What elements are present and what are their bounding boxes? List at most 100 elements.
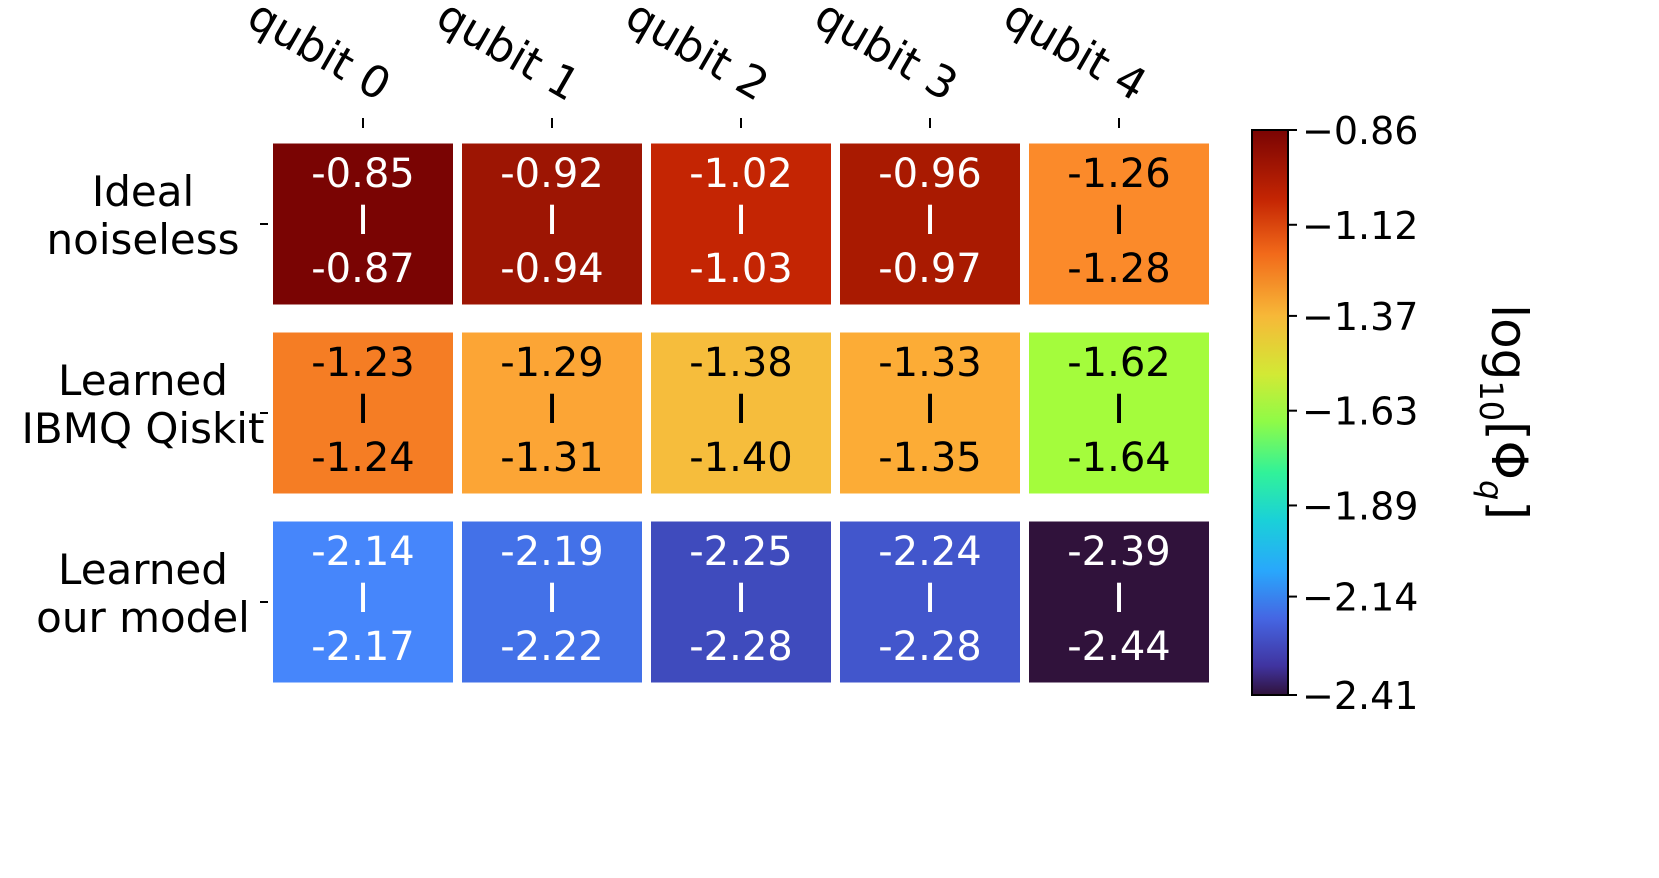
cell-upper-value: -1.26: [1067, 151, 1171, 197]
cell-upper-value: -0.96: [878, 151, 982, 197]
cell-upper-value: -0.92: [500, 151, 604, 197]
cell-separator: I: [546, 576, 558, 622]
cell-separator: I: [735, 576, 747, 622]
heatmap-cell: -1.26I-1.28: [1029, 143, 1209, 305]
cell-separator: I: [924, 198, 936, 244]
cell-separator: I: [1113, 387, 1125, 433]
cell-upper-value: -2.24: [878, 529, 982, 575]
row-label: Learned: [58, 356, 228, 405]
row-label: our model: [36, 593, 250, 642]
heatmap-cell: -2.39I-2.44: [1029, 521, 1209, 683]
cell-rect: [651, 521, 831, 683]
cell-upper-value: -1.23: [311, 340, 415, 386]
label-phi: Φ: [1480, 441, 1538, 480]
label-phi-subscript: q: [1472, 480, 1510, 500]
cell-rect: [840, 521, 1020, 683]
colorbar-tick-label: −1.37: [1302, 295, 1418, 339]
heatmap-cell: -2.25I-2.28: [651, 521, 831, 683]
colorbar: −0.86 −1.12 −1.37 −1.63 −1.89 −2.14 −2.41: [1251, 109, 1418, 718]
heatmap-cell: -1.38I-1.40: [651, 332, 831, 494]
column-label: qubit 2: [617, 0, 777, 112]
cell-lower-value: -2.22: [500, 624, 604, 670]
cell-lower-value: -1.28: [1067, 246, 1171, 292]
cell-lower-value: -1.24: [311, 435, 415, 481]
label-log-subscript: 10: [1472, 380, 1510, 421]
colorbar-tick-label: −2.14: [1302, 576, 1418, 620]
column-labels: qubit 0 qubit 1 qubit 2 qubit 3 qubit 4: [239, 0, 1155, 128]
heatmap-cell: -0.96I-0.97: [840, 143, 1020, 305]
heatmap-cells: -0.85I-0.87-0.92I-0.94-1.02I-1.03-0.96I-…: [273, 143, 1209, 683]
cell-separator: I: [546, 387, 558, 433]
cell-upper-value: -1.02: [689, 151, 793, 197]
cell-upper-value: -2.19: [500, 529, 604, 575]
cell-lower-value: -0.94: [500, 246, 604, 292]
heatmap-cell: -0.85I-0.87: [273, 143, 453, 305]
cell-rect: [840, 332, 1020, 494]
row-label: noiseless: [47, 215, 240, 264]
column-label: qubit 3: [806, 0, 966, 112]
cell-lower-value: -0.87: [311, 246, 415, 292]
row-label: Learned: [58, 545, 228, 594]
heatmap-cell: -1.33I-1.35: [840, 332, 1020, 494]
cell-rect: [1029, 332, 1209, 494]
cell-separator: I: [924, 576, 936, 622]
column-label: qubit 4: [995, 0, 1155, 112]
label-log: log: [1480, 304, 1538, 380]
cell-rect: [273, 143, 453, 305]
cell-lower-value: -2.28: [689, 624, 793, 670]
cell-rect: [462, 521, 642, 683]
cell-lower-value: -0.97: [878, 246, 982, 292]
label-open-bracket: [: [1480, 421, 1538, 441]
cell-upper-value: -1.62: [1067, 340, 1171, 386]
cell-upper-value: -2.25: [689, 529, 793, 575]
cell-rect: [273, 332, 453, 494]
colorbar-label: log10[Φq]: [1472, 304, 1538, 520]
colorbar-tick-label: −1.12: [1302, 204, 1418, 248]
cell-rect: [273, 521, 453, 683]
cell-lower-value: -1.31: [500, 435, 604, 481]
cell-upper-value: -1.29: [500, 340, 604, 386]
cell-lower-value: -1.40: [689, 435, 793, 481]
cell-separator: I: [924, 387, 936, 433]
colorbar-label-text: log10[Φq]: [1472, 304, 1538, 520]
cell-lower-value: -2.44: [1067, 624, 1171, 670]
cell-separator: I: [357, 198, 369, 244]
label-close-bracket: ]: [1480, 500, 1538, 520]
cell-separator: I: [1113, 576, 1125, 622]
heatmap-cell: -1.62I-1.64: [1029, 332, 1209, 494]
cell-separator: I: [546, 198, 558, 244]
heatmap-cell: -2.19I-2.22: [462, 521, 642, 683]
cell-separator: I: [1113, 198, 1125, 244]
cell-lower-value: -1.35: [878, 435, 982, 481]
cell-separator: I: [357, 387, 369, 433]
cell-rect: [840, 143, 1020, 305]
colorbar-gradient: [1251, 129, 1289, 696]
row-label: IBMQ Qiskit: [22, 404, 265, 453]
heatmap-cell: -2.24I-2.28: [840, 521, 1020, 683]
cell-rect: [651, 332, 831, 494]
row-label: Ideal: [92, 167, 194, 216]
cell-upper-value: -2.39: [1067, 529, 1171, 575]
column-label: qubit 1: [428, 0, 588, 112]
cell-rect: [462, 143, 642, 305]
cell-upper-value: -1.38: [689, 340, 793, 386]
colorbar-tick-label: −0.86: [1302, 109, 1418, 153]
cell-rect: [1029, 521, 1209, 683]
heatmap-cell: -0.92I-0.94: [462, 143, 642, 305]
heatmap-cell: -2.14I-2.17: [273, 521, 453, 683]
cell-separator: I: [357, 576, 369, 622]
cell-upper-value: -2.14: [311, 529, 415, 575]
cell-rect: [651, 143, 831, 305]
colorbar-tick-label: −2.41: [1302, 674, 1418, 718]
cell-lower-value: -1.64: [1067, 435, 1171, 481]
heatmap-cell: -1.02I-1.03: [651, 143, 831, 305]
cell-upper-value: -0.85: [311, 151, 415, 197]
colorbar-tick-label: −1.63: [1302, 390, 1418, 434]
cell-rect: [1029, 143, 1209, 305]
cell-lower-value: -2.17: [311, 624, 415, 670]
cell-rect: [462, 332, 642, 494]
colorbar-tick-label: −1.89: [1302, 484, 1418, 528]
cell-separator: I: [735, 198, 747, 244]
